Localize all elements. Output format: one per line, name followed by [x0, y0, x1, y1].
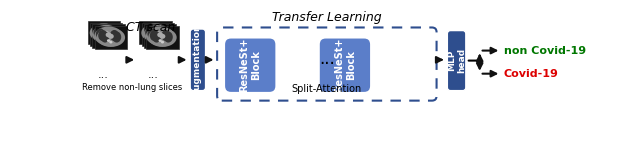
Bar — [95, 26, 127, 49]
Text: ···: ··· — [319, 55, 335, 73]
Ellipse shape — [107, 39, 110, 42]
Ellipse shape — [159, 34, 165, 39]
Ellipse shape — [103, 31, 109, 36]
Ellipse shape — [148, 28, 177, 47]
Ellipse shape — [145, 27, 154, 38]
Ellipse shape — [104, 38, 108, 40]
Ellipse shape — [161, 30, 170, 41]
Ellipse shape — [152, 29, 159, 34]
Ellipse shape — [110, 30, 119, 41]
Ellipse shape — [150, 30, 159, 41]
Text: Augmentation: Augmentation — [193, 24, 202, 96]
Ellipse shape — [93, 27, 102, 38]
Ellipse shape — [141, 23, 170, 42]
FancyBboxPatch shape — [224, 38, 276, 93]
Ellipse shape — [112, 31, 121, 43]
Ellipse shape — [159, 28, 168, 40]
Text: ···: ··· — [98, 73, 109, 83]
Ellipse shape — [161, 41, 164, 43]
FancyBboxPatch shape — [447, 31, 466, 91]
Ellipse shape — [157, 27, 166, 38]
Bar — [141, 23, 174, 46]
Ellipse shape — [143, 25, 172, 44]
Ellipse shape — [108, 34, 114, 39]
Ellipse shape — [102, 36, 106, 39]
Ellipse shape — [159, 39, 162, 42]
Text: ···: ··· — [148, 73, 159, 83]
Bar — [92, 24, 125, 48]
Ellipse shape — [146, 26, 174, 45]
FancyBboxPatch shape — [190, 29, 205, 91]
Text: Covid-19: Covid-19 — [504, 69, 559, 79]
Ellipse shape — [164, 31, 173, 43]
Ellipse shape — [94, 26, 123, 45]
Ellipse shape — [155, 31, 161, 36]
Text: Split-Attention: Split-Attention — [292, 85, 362, 95]
Ellipse shape — [98, 30, 108, 41]
Text: Transfer Learning: Transfer Learning — [272, 11, 381, 24]
Text: ResNeSt+
Block: ResNeSt+ Block — [333, 38, 356, 92]
Ellipse shape — [109, 41, 113, 43]
Ellipse shape — [90, 23, 118, 42]
Ellipse shape — [97, 28, 125, 47]
Ellipse shape — [147, 28, 157, 40]
Ellipse shape — [157, 32, 163, 37]
Bar — [88, 21, 120, 44]
FancyBboxPatch shape — [319, 38, 371, 93]
Text: ResNeSt+
Block: ResNeSt+ Block — [239, 38, 261, 92]
Bar — [147, 26, 179, 49]
Text: Remove non-lung slices: Remove non-lung slices — [81, 83, 182, 92]
Ellipse shape — [100, 31, 109, 43]
Ellipse shape — [92, 25, 120, 44]
Bar — [144, 24, 176, 48]
Text: MLP
head: MLP head — [447, 48, 467, 73]
Ellipse shape — [156, 38, 159, 40]
Ellipse shape — [108, 28, 116, 40]
Text: non Covid-19: non Covid-19 — [504, 46, 586, 56]
Bar — [140, 21, 172, 44]
Bar — [90, 23, 122, 46]
Ellipse shape — [96, 28, 105, 40]
Ellipse shape — [105, 27, 115, 38]
Text: CT scan: CT scan — [126, 21, 175, 34]
Ellipse shape — [154, 36, 157, 39]
Ellipse shape — [106, 32, 111, 37]
Ellipse shape — [152, 31, 161, 43]
Ellipse shape — [101, 29, 107, 34]
